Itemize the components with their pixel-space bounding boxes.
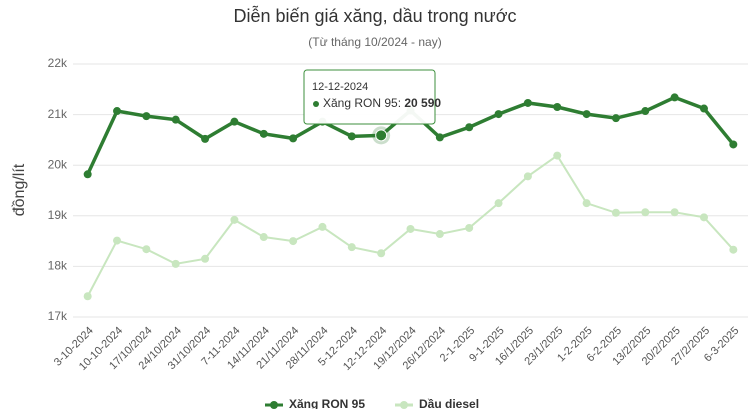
point — [113, 107, 122, 116]
point — [670, 208, 679, 217]
point — [553, 103, 562, 112]
point — [318, 222, 327, 231]
point — [494, 199, 503, 208]
point — [83, 170, 92, 179]
point — [494, 110, 503, 119]
point — [699, 104, 708, 113]
point — [171, 115, 180, 124]
y-tick-label: 17k — [48, 309, 68, 323]
y-tick-label: 18k — [48, 259, 68, 273]
legend-marker — [270, 401, 278, 409]
hover-point — [375, 129, 388, 142]
point — [142, 245, 151, 254]
point — [171, 259, 180, 268]
point — [289, 134, 298, 143]
point — [465, 123, 474, 132]
point — [259, 129, 268, 138]
y-tick-label: 20k — [48, 157, 68, 171]
point — [699, 213, 708, 222]
tooltip-value: 20 590 — [404, 96, 441, 110]
point — [201, 254, 210, 263]
y-tick-label: 19k — [48, 208, 68, 222]
tooltip-box — [303, 69, 436, 125]
point — [523, 172, 532, 181]
point — [670, 93, 679, 102]
point — [289, 237, 298, 246]
point — [435, 133, 444, 142]
point — [230, 215, 239, 224]
point — [230, 117, 239, 126]
point — [729, 245, 738, 254]
point — [553, 151, 562, 160]
point — [142, 112, 151, 121]
point — [611, 208, 620, 217]
point — [465, 223, 474, 232]
point — [259, 233, 268, 242]
point — [377, 249, 386, 258]
point — [113, 236, 122, 245]
legend-label: Xăng RON 95 — [289, 397, 365, 409]
point — [611, 114, 620, 123]
legend-label: Dầu diesel — [419, 397, 479, 409]
point — [347, 243, 356, 252]
point — [435, 230, 444, 239]
point — [582, 110, 591, 119]
y-tick-label: 22k — [48, 56, 68, 70]
tooltip-bullet — [313, 101, 319, 107]
y-axis-label: đồng/lít — [11, 163, 28, 216]
point — [641, 208, 650, 217]
y-tick-label: 21k — [48, 107, 68, 121]
point — [83, 292, 92, 301]
point — [523, 98, 532, 107]
legend-marker — [400, 401, 408, 409]
chart-subtitle: (Từ tháng 10/2024 - nay) — [308, 35, 441, 49]
chart-title: Diễn biến giá xăng, dầu trong nước — [233, 5, 516, 26]
point — [347, 132, 356, 141]
tooltip-title: 12-12-2024 — [312, 81, 368, 93]
point — [201, 134, 210, 143]
tooltip: 12-12-2024 Xăng RON 95: 20 590 — [303, 69, 441, 125]
tooltip-label: Xăng RON 95: — [323, 96, 404, 110]
point — [641, 107, 650, 116]
point — [582, 199, 591, 208]
point — [729, 140, 738, 149]
point — [406, 224, 415, 233]
tooltip-text: Xăng RON 95: 20 590 — [323, 96, 441, 110]
